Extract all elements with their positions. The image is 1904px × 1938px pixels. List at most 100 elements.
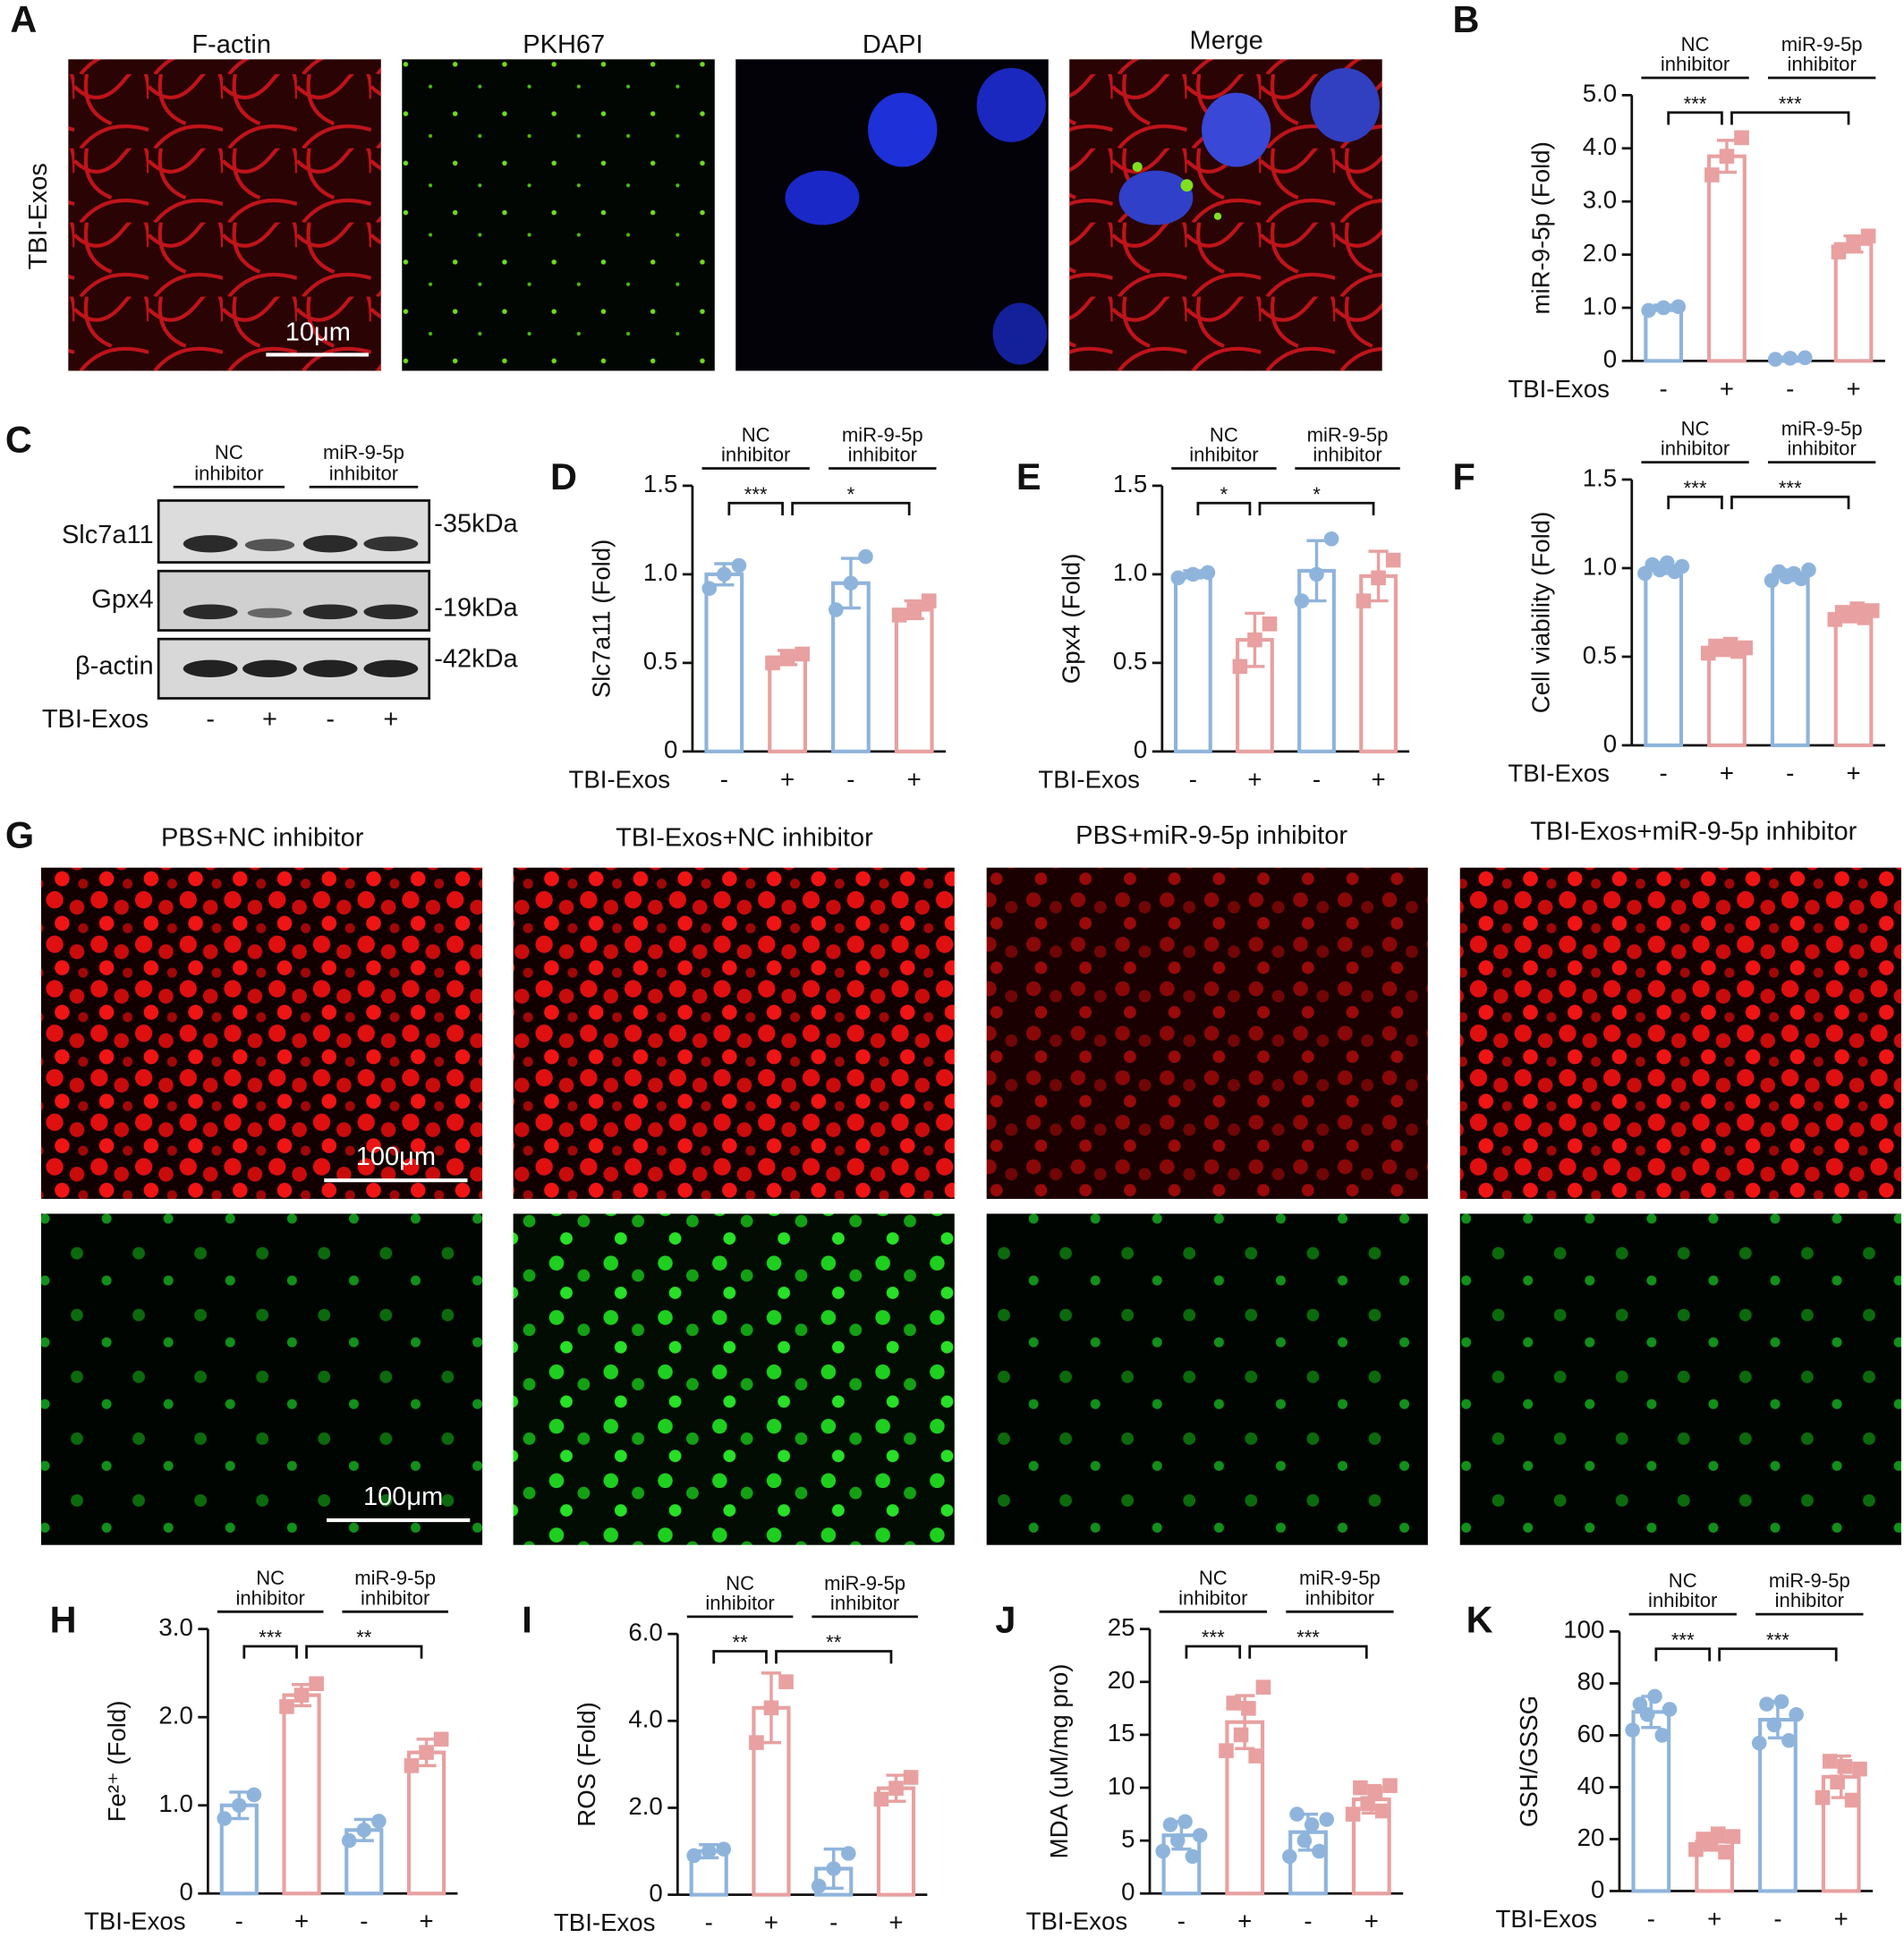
- treatment: -: [206, 705, 215, 734]
- data-point: [1798, 350, 1813, 366]
- group-label: inhibitor: [721, 444, 790, 466]
- y-tick-label: 15: [1108, 1719, 1135, 1747]
- data-point: [1662, 1702, 1678, 1717]
- data-point: [1831, 244, 1847, 259]
- micrograph: [40, 867, 483, 1199]
- image-title: PKH67: [523, 30, 605, 59]
- group-label: miR-9-5p: [323, 441, 404, 463]
- data-point: [341, 1832, 357, 1849]
- data-point: [1226, 1696, 1242, 1711]
- y-tick-label: 1.0: [643, 558, 677, 586]
- y-tick-label: 20: [1577, 1823, 1605, 1851]
- significance-bracket: [1248, 1645, 1368, 1659]
- group-label: miR-9-5p: [1307, 423, 1389, 446]
- data-point: [779, 650, 795, 666]
- panel-label: B: [1452, 0, 1479, 40]
- data-point: [293, 1687, 310, 1703]
- panel-label: H: [50, 1599, 77, 1641]
- group-label: inhibitor: [1661, 438, 1730, 460]
- category-label: +: [1364, 1908, 1379, 1935]
- data-point: [1766, 1717, 1782, 1733]
- data-point: [749, 1735, 764, 1750]
- y-axis-label: Slc7a11 (Fold): [588, 540, 616, 698]
- vesicle: [1213, 212, 1222, 220]
- category-label: -: [360, 1908, 368, 1935]
- protein-label: β-actin: [75, 652, 154, 681]
- significance-label: ***: [1766, 1628, 1789, 1651]
- data-point: [419, 1745, 434, 1760]
- data-point: [1219, 1743, 1234, 1758]
- data-point: [1704, 167, 1720, 183]
- image-title: F-actin: [191, 30, 271, 59]
- treatment: +: [262, 705, 277, 734]
- y-axis-label: ROS (Fold): [573, 1702, 600, 1827]
- data-point: [1345, 1806, 1361, 1822]
- y-tick-label: 0: [179, 1878, 192, 1906]
- data-point: [309, 1676, 324, 1692]
- group-label: inhibitor: [235, 1586, 304, 1609]
- data-point: [1169, 1832, 1186, 1849]
- group-label: NC: [1681, 418, 1710, 440]
- y-tick-label: 0: [1603, 729, 1617, 757]
- panel-label: D: [550, 455, 577, 497]
- y-tick-label: 0: [664, 735, 677, 763]
- group-label: inhibitor: [1787, 53, 1856, 75]
- data-point: [765, 655, 780, 671]
- data-point: [1186, 566, 1201, 582]
- data-point: [1200, 565, 1216, 581]
- x-axis-label: TBI-Exos: [84, 1908, 186, 1935]
- bar: [406, 1750, 446, 1896]
- data-point: [1830, 1774, 1845, 1789]
- y-tick-label: 4.0: [1583, 132, 1617, 160]
- data-point: [1192, 1827, 1208, 1843]
- image-title: DAPI: [863, 30, 923, 59]
- data-point: [1255, 1679, 1271, 1695]
- bar: [1173, 572, 1212, 753]
- data-point: [1801, 562, 1816, 578]
- y-axis-label: miR-9-5p (Fold): [1527, 141, 1555, 314]
- band: [302, 604, 358, 620]
- significance-label: ***: [1671, 1628, 1695, 1651]
- nucleus: [1118, 170, 1194, 225]
- significance-label: ***: [1296, 1627, 1320, 1649]
- image-title: PBS+NC inhibitor: [161, 824, 364, 853]
- significance-bracket: [1185, 1645, 1242, 1659]
- group-label: inhibitor: [194, 462, 263, 484]
- category-label: +: [780, 765, 795, 793]
- y-tick-label: 0.5: [643, 647, 677, 675]
- data-point: [1162, 1817, 1178, 1832]
- group-label: miR-9-5p: [354, 1567, 436, 1589]
- group-label: miR-9-5p: [824, 1572, 905, 1594]
- data-point: [716, 1841, 732, 1857]
- data-point: [795, 646, 810, 662]
- group-label: inhibitor: [1305, 1586, 1374, 1609]
- data-point: [1382, 1778, 1398, 1793]
- significance-bracket: [1667, 495, 1723, 510]
- micrograph: [40, 1213, 483, 1545]
- y-tick-label: 1.5: [1583, 463, 1617, 491]
- x-axis-label: TBI-Exos: [1508, 759, 1610, 786]
- scale-bar-label: 100μm: [356, 1143, 436, 1171]
- group-label: inhibitor: [705, 1592, 774, 1614]
- nucleus: [868, 92, 938, 167]
- category-label: -: [1304, 1908, 1312, 1935]
- data-point: [1719, 149, 1735, 164]
- data-point: [1815, 1789, 1831, 1806]
- y-tick-label: 1.5: [1113, 470, 1147, 497]
- micrograph: [402, 59, 715, 371]
- category-label: +: [1846, 759, 1860, 786]
- category-label: +: [907, 765, 922, 793]
- data-point: [1232, 659, 1248, 675]
- nucleus: [785, 170, 860, 225]
- image-title: TBI-Exos+NC inhibitor: [616, 824, 873, 853]
- data-point: [1294, 593, 1310, 608]
- data-point: [921, 593, 937, 608]
- bar: [1707, 646, 1747, 748]
- treatment: +: [383, 705, 398, 734]
- group-label: inhibitor: [1787, 438, 1856, 460]
- significance-label: ***: [1779, 92, 1802, 115]
- y-tick-label: 2.0: [158, 1701, 192, 1729]
- data-point: [1654, 1728, 1670, 1743]
- significance-bracket: [305, 1645, 423, 1659]
- data-point: [1670, 299, 1687, 315]
